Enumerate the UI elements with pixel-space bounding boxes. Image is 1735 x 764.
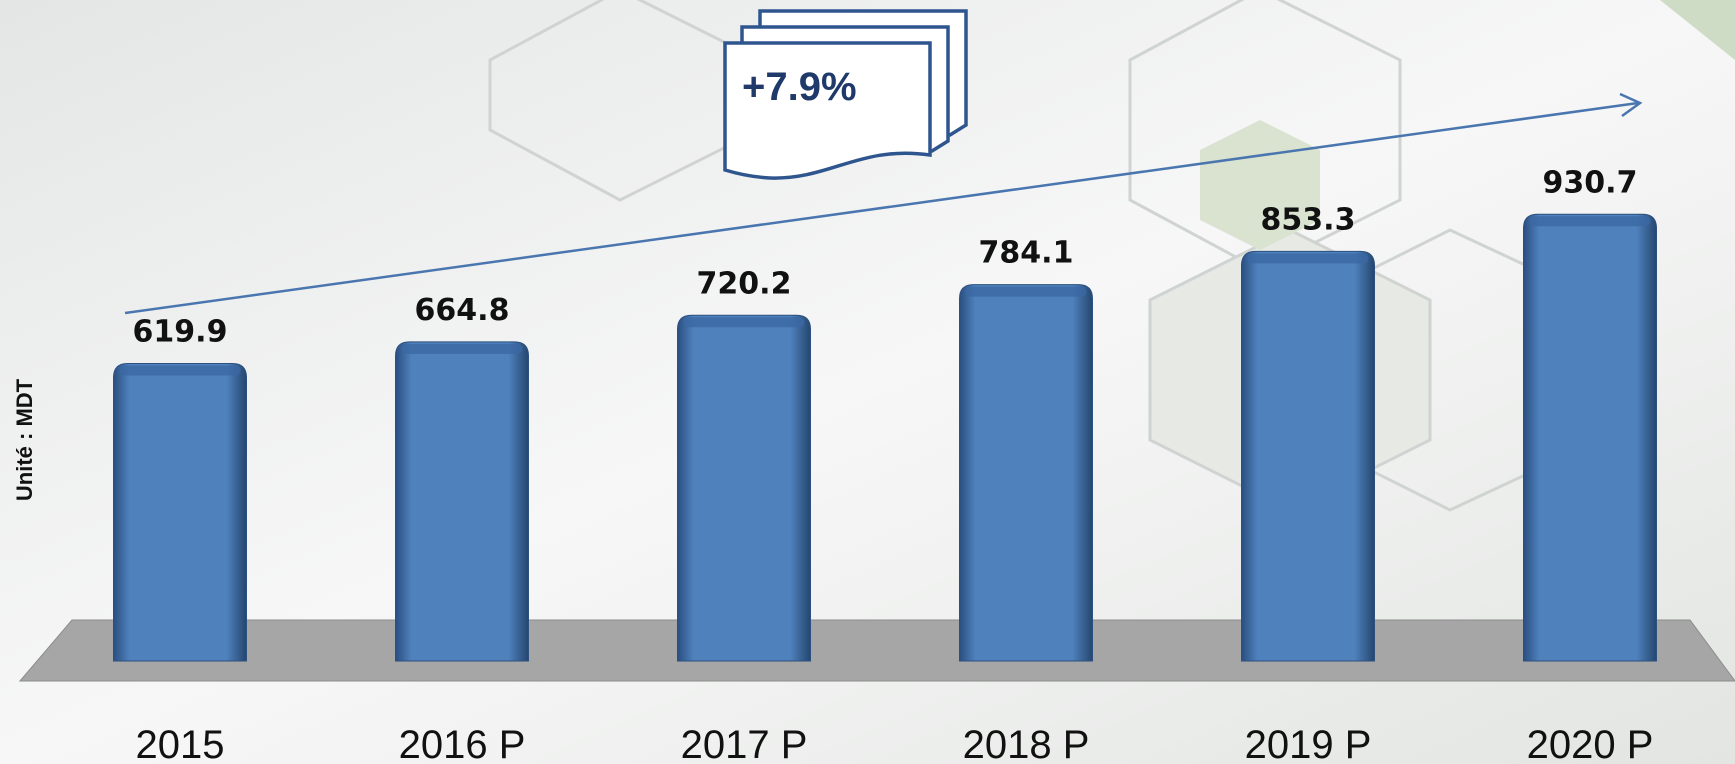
x-tick-label: 2016 P bbox=[399, 723, 526, 764]
bar bbox=[1523, 213, 1657, 662]
bar-top bbox=[683, 317, 805, 328]
bar-top bbox=[401, 343, 523, 354]
bar bbox=[1241, 250, 1375, 662]
x-tick-label: 2018 P bbox=[963, 723, 1090, 764]
arrow-head bbox=[1619, 92, 1643, 118]
floor bbox=[18, 619, 1735, 682]
bar bbox=[113, 362, 247, 662]
bar-top bbox=[119, 365, 241, 376]
x-tick-label: 2019 P bbox=[1245, 723, 1372, 764]
y-axis-label: Unité : MDT bbox=[12, 378, 37, 501]
value-label: 619.9 bbox=[133, 314, 228, 349]
bar-top bbox=[965, 286, 1087, 297]
value-label: 664.8 bbox=[415, 293, 510, 328]
x-tick-label: 2015 bbox=[136, 723, 225, 764]
bar bbox=[677, 314, 811, 662]
bar-top bbox=[1247, 253, 1369, 264]
annotation: +7.9% bbox=[742, 65, 857, 109]
x-tick-label: 2017 P bbox=[681, 723, 808, 764]
value-label: 853.3 bbox=[1261, 202, 1356, 237]
bar bbox=[395, 341, 529, 662]
bars bbox=[113, 213, 1657, 662]
value-label: 784.1 bbox=[979, 236, 1074, 271]
bar bbox=[959, 284, 1093, 662]
corner-accent bbox=[1660, 0, 1735, 60]
trend-arrow bbox=[124, 101, 1639, 315]
note-icon bbox=[723, 9, 968, 180]
x-tick-label: 2020 P bbox=[1527, 723, 1654, 764]
value-label: 930.7 bbox=[1543, 165, 1638, 200]
value-label: 720.2 bbox=[697, 266, 792, 301]
bar-top bbox=[1529, 216, 1651, 227]
